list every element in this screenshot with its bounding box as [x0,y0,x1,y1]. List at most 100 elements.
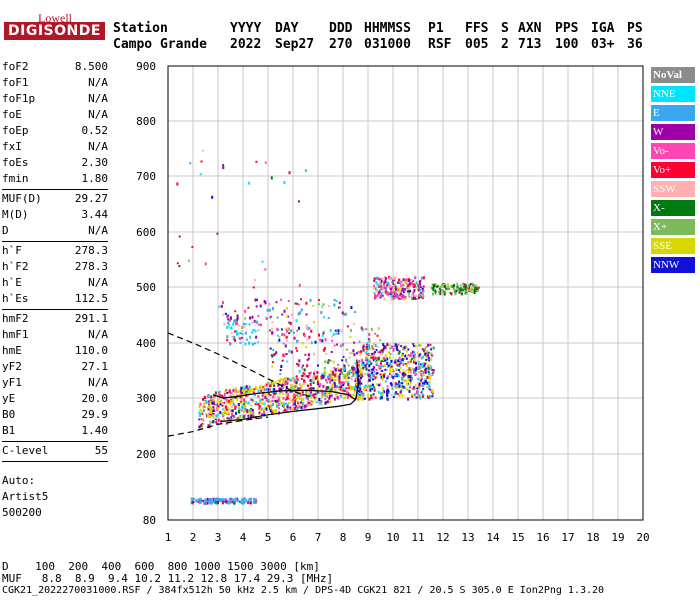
data-point [411,357,414,360]
data-point [298,359,301,363]
data-point [375,357,378,360]
data-point [266,308,269,312]
data-point [223,418,225,421]
data-point [333,366,336,369]
data-point [414,356,417,359]
data-point [265,383,268,387]
data-point [415,367,418,370]
data-point [405,364,408,368]
data-point [238,415,241,419]
param-name: yF2 [2,360,22,373]
data-point [344,373,347,377]
data-point [278,387,281,391]
data-point [206,501,209,505]
data-point [243,386,246,390]
data-point [298,369,301,373]
data-point [368,347,371,351]
data-point [349,394,352,397]
data-point [231,413,233,417]
data-point [365,345,368,348]
data-point [412,387,415,390]
data-point [275,301,278,304]
data-point [465,292,468,295]
data-point [395,373,398,375]
data-point [259,408,262,411]
data-point [384,368,387,371]
data-point [365,356,368,358]
data-point [211,498,214,501]
param-foes: foEs 2.30 [2,156,108,171]
data-point [360,367,363,370]
data-point [371,352,374,355]
data-point [368,378,371,382]
param-value: 29.27 [74,192,108,205]
data-point [367,394,369,398]
data-point [268,389,271,393]
data-point [373,279,376,282]
x-tick-label: 4 [240,531,247,544]
data-point [363,389,366,392]
data-point [239,389,242,393]
data-point [254,403,257,406]
data-point [347,376,350,379]
data-point [318,333,320,337]
header-label-7: S [501,21,509,36]
data-point [250,398,253,401]
data-point [263,385,266,388]
data-point [431,369,434,371]
data-point [375,349,378,352]
data-point [384,286,387,289]
data-point [375,375,378,379]
data-point [226,325,229,329]
data-point [316,391,319,394]
data-point [404,373,407,376]
data-point [215,403,217,406]
data-point [411,377,413,380]
data-point [375,383,378,386]
data-point [295,397,298,401]
data-point [292,404,295,407]
data-point [353,366,355,370]
data-point [441,283,444,287]
data-point [432,371,435,374]
data-point [229,395,232,398]
data-point [314,397,317,401]
data-point [331,376,334,379]
data-point [274,380,277,384]
param-value: N/A [88,328,108,341]
data-point [347,383,350,387]
data-point [304,169,307,172]
data-point [379,362,382,366]
data-point [409,386,412,389]
data-point [318,303,320,306]
data-point [365,357,368,360]
data-point [446,283,449,286]
data-point [202,419,205,422]
footer-filename: CGK21_2022270031000.RSF / 384fx512h 50 k… [2,585,605,596]
data-point [315,375,318,379]
data-point [204,262,207,266]
data-point [398,363,401,367]
data-point [204,396,207,399]
data-point [212,420,215,424]
data-point [361,392,364,395]
data-point [350,386,352,390]
data-point [268,384,271,388]
x-tick-label: 16 [536,531,549,544]
data-point [289,387,292,390]
data-point [233,390,236,393]
param-value: 3.44 [81,208,109,221]
data-point [297,401,300,405]
data-point [387,364,390,367]
data-point [386,361,389,365]
data-point [282,378,285,382]
data-point [329,359,332,362]
data-point [420,276,423,280]
data-point [224,397,227,401]
data-point [302,364,305,367]
data-point [344,369,346,372]
param-name: B0 [2,408,16,421]
data-point [313,373,316,377]
data-point [411,394,414,398]
data-point [207,402,210,405]
